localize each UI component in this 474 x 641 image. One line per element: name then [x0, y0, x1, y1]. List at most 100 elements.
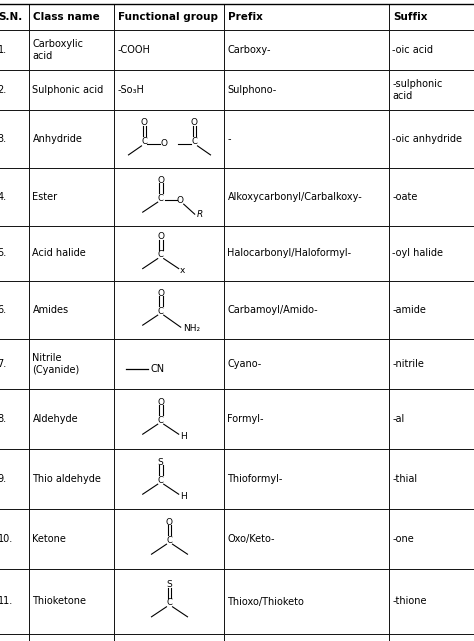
Bar: [115, 30, 225, 70]
Text: Formyl-: Formyl-: [228, 414, 264, 424]
Text: Oxo/Keto-: Oxo/Keto-: [228, 534, 275, 544]
Text: Aldehyde: Aldehyde: [33, 414, 78, 424]
Text: Sulphonic acid: Sulphonic acid: [33, 85, 104, 95]
Bar: [0, 226, 29, 281]
Bar: [29, 4, 115, 30]
Text: Thio aldehyde: Thio aldehyde: [33, 474, 101, 484]
Bar: [225, 168, 390, 226]
Bar: [225, 30, 390, 70]
Bar: [225, 634, 390, 641]
Bar: [115, 634, 225, 641]
Text: O: O: [141, 119, 148, 128]
Text: O: O: [161, 139, 168, 149]
Text: C: C: [158, 306, 164, 315]
Bar: [29, 569, 115, 634]
Text: C: C: [158, 416, 164, 425]
Bar: [29, 30, 115, 70]
Text: Class name: Class name: [34, 12, 100, 22]
Bar: [0, 389, 29, 449]
Text: S.N.: S.N.: [0, 12, 23, 22]
Text: Suffix: Suffix: [393, 12, 428, 22]
Bar: [0, 339, 29, 389]
Text: 5.: 5.: [0, 249, 7, 258]
Text: C: C: [166, 536, 173, 545]
Bar: [225, 509, 390, 569]
Bar: [225, 339, 390, 389]
Text: Carboxy-: Carboxy-: [228, 45, 271, 55]
Bar: [0, 110, 29, 168]
Text: Thioformyl-: Thioformyl-: [228, 474, 283, 484]
Bar: [390, 4, 474, 30]
Text: O: O: [176, 196, 183, 204]
Bar: [390, 389, 474, 449]
Text: -So₃H: -So₃H: [118, 85, 145, 95]
Text: C: C: [191, 137, 198, 146]
Text: -: -: [228, 134, 231, 144]
Bar: [115, 70, 225, 110]
Bar: [0, 4, 29, 30]
Bar: [0, 634, 29, 641]
Text: 8.: 8.: [0, 414, 7, 424]
Bar: [115, 569, 225, 634]
Text: -thione: -thione: [392, 597, 427, 606]
Text: Ester: Ester: [33, 192, 58, 202]
Text: C: C: [158, 476, 164, 485]
Text: C: C: [158, 250, 164, 259]
Text: NH₂: NH₂: [182, 324, 200, 333]
Bar: [225, 226, 390, 281]
Bar: [390, 30, 474, 70]
Bar: [29, 449, 115, 509]
Bar: [29, 339, 115, 389]
Text: Amides: Amides: [33, 305, 69, 315]
Bar: [225, 449, 390, 509]
Text: O: O: [191, 119, 198, 128]
Text: O: O: [157, 288, 164, 297]
Bar: [29, 226, 115, 281]
Bar: [390, 226, 474, 281]
Text: Acid halide: Acid halide: [33, 249, 86, 258]
Text: Nitrile
(Cyanide): Nitrile (Cyanide): [33, 353, 80, 375]
Text: S: S: [167, 580, 173, 589]
Text: -oic acid: -oic acid: [392, 45, 434, 55]
Text: H: H: [180, 431, 186, 441]
Text: 9.: 9.: [0, 474, 7, 484]
Bar: [115, 226, 225, 281]
Bar: [115, 110, 225, 168]
Bar: [0, 509, 29, 569]
Text: 11.: 11.: [0, 597, 13, 606]
Bar: [29, 634, 115, 641]
Bar: [29, 110, 115, 168]
Text: Carboxylic
acid: Carboxylic acid: [33, 39, 83, 61]
Text: -COOH: -COOH: [118, 45, 150, 55]
Bar: [225, 70, 390, 110]
Text: -oate: -oate: [392, 192, 418, 202]
Text: H: H: [180, 492, 186, 501]
Text: -thial: -thial: [392, 474, 418, 484]
Text: O: O: [157, 397, 164, 406]
Bar: [390, 449, 474, 509]
Text: -one: -one: [392, 534, 414, 544]
Bar: [0, 281, 29, 339]
Bar: [225, 4, 390, 30]
Text: -sulphonic
acid: -sulphonic acid: [392, 79, 443, 101]
Bar: [390, 110, 474, 168]
Bar: [225, 389, 390, 449]
Bar: [390, 339, 474, 389]
Bar: [0, 569, 29, 634]
Text: 1.: 1.: [0, 45, 7, 55]
Bar: [225, 110, 390, 168]
Text: Sulphono-: Sulphono-: [228, 85, 277, 95]
Text: O: O: [166, 518, 173, 527]
Text: Thioketone: Thioketone: [33, 597, 86, 606]
Text: x: x: [180, 266, 185, 275]
Text: R: R: [197, 210, 203, 219]
Text: 4.: 4.: [0, 192, 7, 202]
Text: 2.: 2.: [0, 85, 7, 95]
Text: Carbamoyl/Amido-: Carbamoyl/Amido-: [228, 305, 318, 315]
Text: -al: -al: [392, 414, 405, 424]
Bar: [225, 569, 390, 634]
Bar: [115, 339, 225, 389]
Bar: [390, 569, 474, 634]
Bar: [0, 168, 29, 226]
Text: Prefix: Prefix: [228, 12, 264, 22]
